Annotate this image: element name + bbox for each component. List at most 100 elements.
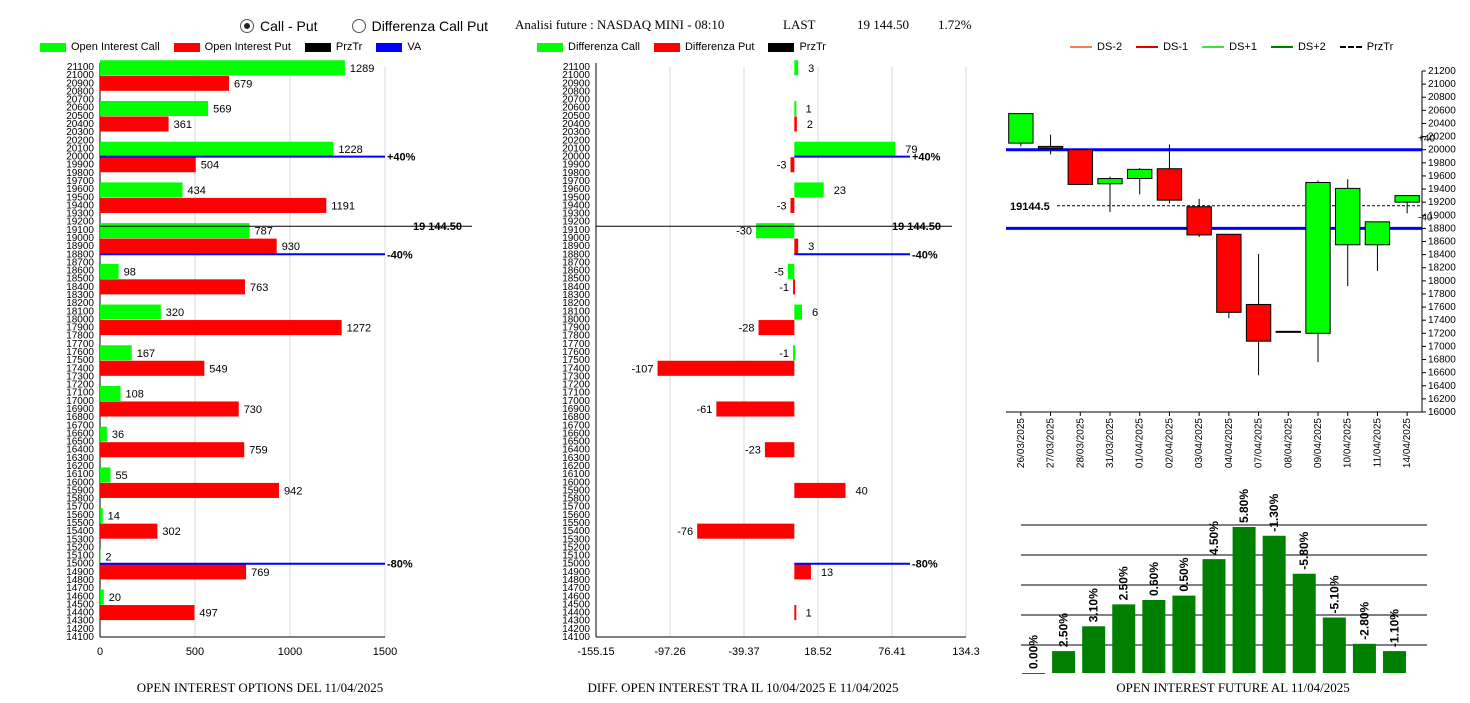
y-tick-label: 19000 — [1428, 210, 1456, 221]
data-label: 1 — [806, 104, 812, 116]
diff-call-bar — [794, 141, 896, 157]
y-tick-label: 15000 — [66, 559, 94, 570]
future-bar — [1022, 673, 1045, 674]
y-tick-label: 14300 — [66, 616, 94, 627]
call-bar — [100, 467, 111, 483]
y-tick-label: 20000 — [66, 152, 94, 163]
y-tick-label: 20200 — [562, 135, 590, 146]
candle-body — [1156, 168, 1183, 201]
y-tick-label: 21000 — [1428, 79, 1456, 90]
future-bar — [1292, 573, 1316, 673]
data-label: 2.50% — [1057, 613, 1071, 647]
y-tick-label: 19100 — [66, 225, 94, 236]
y-tick-label: 16400 — [562, 445, 590, 456]
radio-call-put[interactable]: Call - Put — [240, 18, 318, 34]
y-tick-label: 20000 — [1428, 145, 1456, 156]
data-label: 36 — [112, 429, 124, 441]
data-label: -1.30% — [1267, 493, 1281, 531]
candle-body — [1008, 113, 1034, 144]
y-tick-label: 17600 — [562, 347, 590, 358]
y-tick-label: 17000 — [1428, 341, 1456, 352]
data-label: 3 — [808, 63, 814, 75]
y-tick-label: 14700 — [66, 583, 94, 594]
y-tick-label: 16700 — [562, 420, 590, 431]
y-tick-label: 20200 — [66, 135, 94, 146]
data-label: 1191 — [331, 200, 355, 212]
legend-item-put: Open Interest Put — [173, 41, 291, 53]
y-tick-label: 20400 — [66, 119, 94, 130]
price-line-label: 19 144.50 — [892, 221, 941, 233]
diff-call-bar — [793, 345, 796, 361]
y-tick-label: 20600 — [66, 103, 94, 114]
y-tick-label: 19800 — [562, 168, 590, 179]
price-label: 19144.5 — [1010, 201, 1050, 213]
y-tick-label: 18500 — [562, 274, 590, 285]
y-tick-label: 17800 — [562, 331, 590, 342]
x-tick-label: 01/04/2025 — [1135, 418, 1146, 468]
y-tick-label: 17400 — [562, 363, 590, 374]
va-line-label: +40% — [387, 152, 416, 164]
diff-put-bar — [794, 605, 797, 621]
x-tick-label: 27/03/2025 — [1046, 418, 1057, 468]
y-tick-label: 18000 — [1428, 276, 1456, 287]
y-tick-label: 20000 — [562, 152, 590, 163]
legend-item-prztr: PrzTr — [1339, 41, 1393, 53]
y-tick-label: 15400 — [562, 526, 590, 537]
call-bar — [100, 304, 161, 320]
data-label: 504 — [201, 160, 219, 172]
data-label: 942 — [284, 485, 302, 497]
x-tick-label: 08/04/2025 — [1283, 418, 1294, 468]
diff-put-bar — [697, 523, 795, 539]
diff-put-bar — [794, 238, 799, 254]
y-tick-label: 19600 — [1428, 171, 1456, 182]
va-line-label: -40% — [912, 249, 938, 261]
legend-item-ds+2: DS+2 — [1270, 41, 1326, 53]
data-label: -107 — [632, 363, 654, 375]
y-tick-label: 20600 — [1428, 105, 1456, 116]
y-tick-label: 15600 — [562, 510, 590, 521]
x-tick-label: 0 — [97, 646, 103, 658]
y-tick-label: 20600 — [562, 103, 590, 114]
header-last-value: 19 144.50 — [857, 17, 909, 32]
y-tick-label: 18700 — [562, 257, 590, 268]
put-bar — [100, 442, 245, 458]
y-tick-label: 18900 — [562, 241, 590, 252]
candle-body — [1364, 221, 1391, 246]
data-label: 79 — [905, 144, 917, 156]
data-label: 3.10% — [1087, 588, 1101, 622]
y-tick-label: 20200 — [1428, 132, 1456, 143]
put-bar — [100, 116, 169, 132]
put-bar — [100, 75, 230, 91]
y-tick-label: 18600 — [66, 266, 94, 277]
va-line-label: +40 — [1418, 134, 1435, 145]
data-label: 6 — [812, 307, 818, 319]
y-tick-label: 19900 — [66, 160, 94, 171]
y-tick-label: 18800 — [66, 249, 94, 260]
y-tick-label: 21000 — [66, 70, 94, 81]
diff-put-bar — [764, 442, 795, 458]
y-tick-label: 19600 — [562, 184, 590, 195]
call-bar — [100, 100, 209, 117]
y-tick-label: 14600 — [66, 591, 94, 602]
y-tick-label: 15100 — [562, 551, 590, 562]
diff-call-bar — [794, 60, 799, 76]
y-tick-label: 18400 — [66, 282, 94, 293]
put-bar — [100, 197, 327, 213]
legend-item-ds-2: DS-2 — [1070, 41, 1122, 53]
call-bar — [100, 60, 345, 76]
put-bar — [100, 238, 277, 254]
data-label: 55 — [115, 470, 127, 482]
data-label: -1 — [779, 282, 789, 294]
y-tick-label: 14800 — [66, 575, 94, 586]
y-tick-label: 18100 — [562, 306, 590, 317]
legend-item-diff-call: Differenza Call — [537, 41, 640, 53]
data-label: 569 — [213, 104, 231, 116]
x-tick-label: 11/04/2025 — [1372, 418, 1383, 468]
diff-put-bar — [793, 279, 796, 295]
put-bar — [100, 157, 196, 173]
radio-diff-call-put[interactable]: Differenza Call Put — [351, 18, 488, 34]
y-tick-label: 17800 — [66, 331, 94, 342]
data-label: 23 — [834, 185, 846, 197]
y-tick-label: 17400 — [66, 363, 94, 374]
data-label: 13 — [821, 567, 833, 579]
